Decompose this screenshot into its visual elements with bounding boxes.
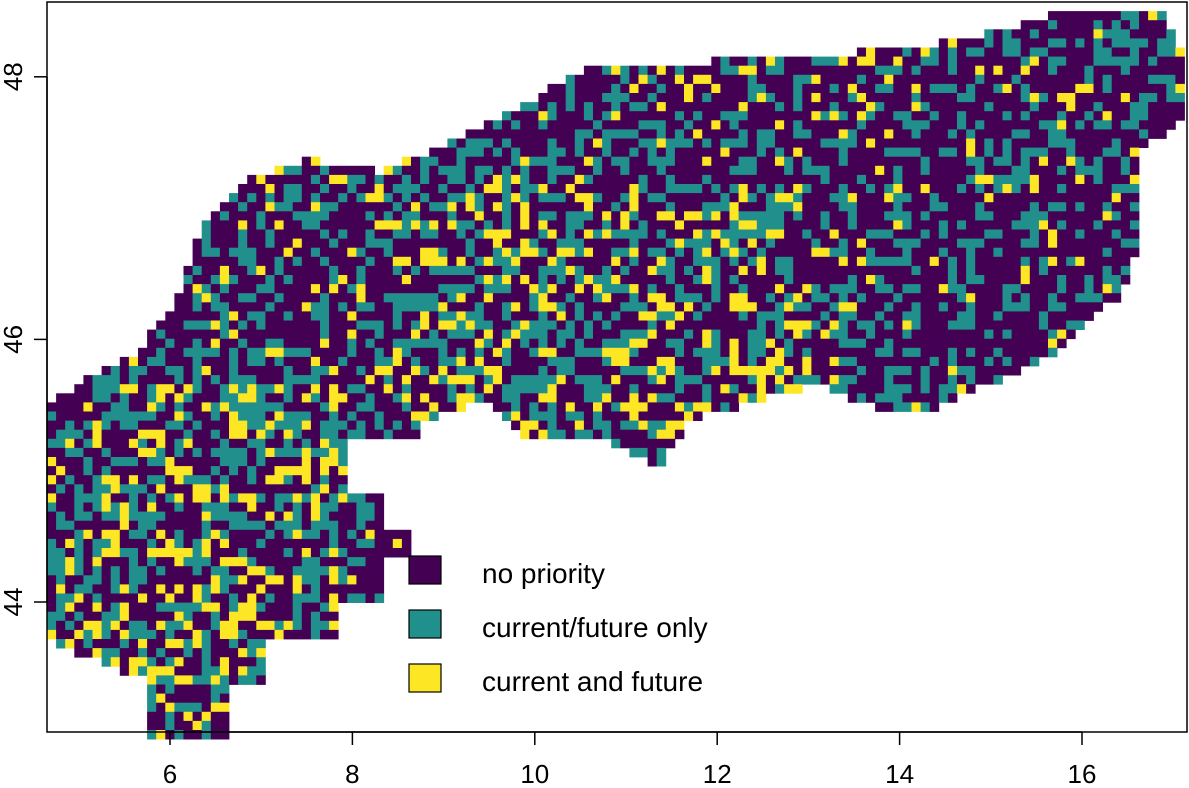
y-axis: 44 46 48 [0, 62, 48, 617]
x-tick-label: 8 [345, 759, 359, 788]
y-tick-label: 48 [0, 62, 28, 91]
legend-swatch [408, 555, 442, 585]
x-tick-label: 6 [163, 759, 177, 788]
legend-swatch [408, 609, 442, 639]
legend-label: current/future only [482, 612, 708, 643]
legend-swatch [408, 663, 442, 693]
x-tick-label: 16 [1068, 759, 1097, 788]
legend-label: no priority [482, 558, 605, 589]
x-tick-label: 10 [520, 759, 549, 788]
x-tick-label: 12 [703, 759, 732, 788]
x-axis: 6 8 10 12 14 16 [163, 731, 1097, 788]
x-tick-label: 14 [885, 759, 914, 788]
y-tick-label: 46 [0, 325, 28, 354]
y-tick-label: 44 [0, 588, 28, 617]
legend-label: current and future [482, 666, 703, 697]
legend: no priority current/future only current an… [408, 555, 708, 697]
priority-raster [47, 11, 1185, 740]
